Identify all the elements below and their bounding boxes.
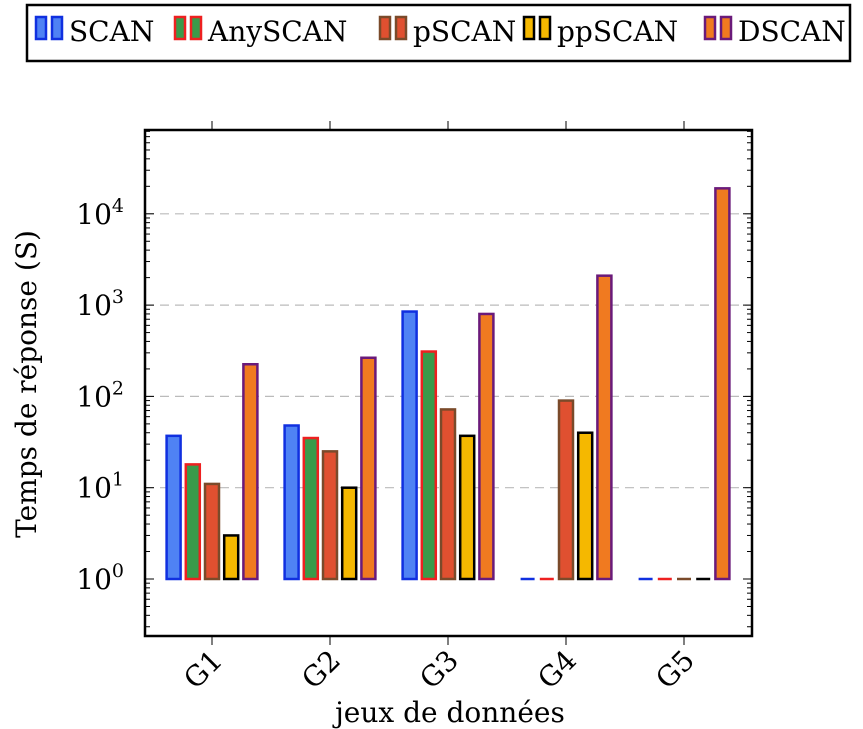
legend-label: DSCAN xyxy=(738,15,846,48)
bar xyxy=(439,408,457,581)
legend-swatch xyxy=(189,15,203,41)
x-tick-label: G3 xyxy=(413,644,465,696)
bar xyxy=(242,362,259,581)
legend-label: SCAN xyxy=(69,15,154,48)
x-tick-label: G4 xyxy=(531,644,583,696)
x-axis-label: jeux de données xyxy=(332,696,565,729)
x-tick-labels: G1 G2 G3 G4 G5 xyxy=(177,644,701,696)
legend-swatch xyxy=(34,15,48,41)
legend-item: AnySCAN xyxy=(173,15,347,48)
bar xyxy=(321,450,339,581)
legend-label: pSCAN xyxy=(413,15,516,48)
y-tick-label: 104 xyxy=(76,195,124,231)
legend-label: AnySCAN xyxy=(207,15,347,48)
y-tick-label: 102 xyxy=(76,377,124,413)
x-tick-label: G5 xyxy=(649,644,701,696)
bar xyxy=(184,463,202,581)
y-axis-label: Temps de réponse (S) xyxy=(10,230,43,538)
legend-swatch xyxy=(719,15,733,41)
plot-area xyxy=(143,121,754,645)
legend-swatch xyxy=(50,15,64,41)
legend-swatch xyxy=(522,15,536,41)
y-tick-labels: 100 101 102 103 104 xyxy=(76,195,124,596)
legend-swatch xyxy=(703,15,717,41)
legend-swatch xyxy=(394,15,408,41)
y-tick-label: 103 xyxy=(76,286,124,322)
bar xyxy=(596,274,613,581)
bar xyxy=(714,187,731,581)
legend-swatch xyxy=(173,15,187,41)
bar xyxy=(420,350,438,581)
x-tick-label: G2 xyxy=(295,644,347,696)
legend-swatch xyxy=(538,15,552,41)
bar xyxy=(302,436,320,581)
bar xyxy=(401,310,418,581)
bar xyxy=(340,486,358,581)
y-tick-label: 101 xyxy=(76,469,124,505)
legend-item: DSCAN xyxy=(703,15,846,48)
plot-frame xyxy=(143,128,754,638)
legend-item: ppSCAN xyxy=(522,15,678,48)
x-tick-label: G1 xyxy=(177,644,229,696)
legend: SCAN AnySCAN pSCAN ppSCAN DSCAN xyxy=(25,3,852,63)
x-ticks xyxy=(211,121,685,645)
bar xyxy=(458,434,476,581)
bar xyxy=(165,434,182,581)
legend-label: ppSCAN xyxy=(557,15,678,48)
bar xyxy=(222,534,240,581)
bar xyxy=(557,399,575,581)
bars xyxy=(165,187,731,581)
legend-swatch xyxy=(378,15,392,41)
bar xyxy=(360,356,377,581)
bar xyxy=(576,431,594,581)
legend-item: SCAN xyxy=(34,15,154,48)
bar xyxy=(203,482,221,581)
bar xyxy=(283,424,300,581)
legend-item: pSCAN xyxy=(378,15,516,48)
bar xyxy=(478,312,495,581)
y-tick-label: 100 xyxy=(76,560,124,596)
